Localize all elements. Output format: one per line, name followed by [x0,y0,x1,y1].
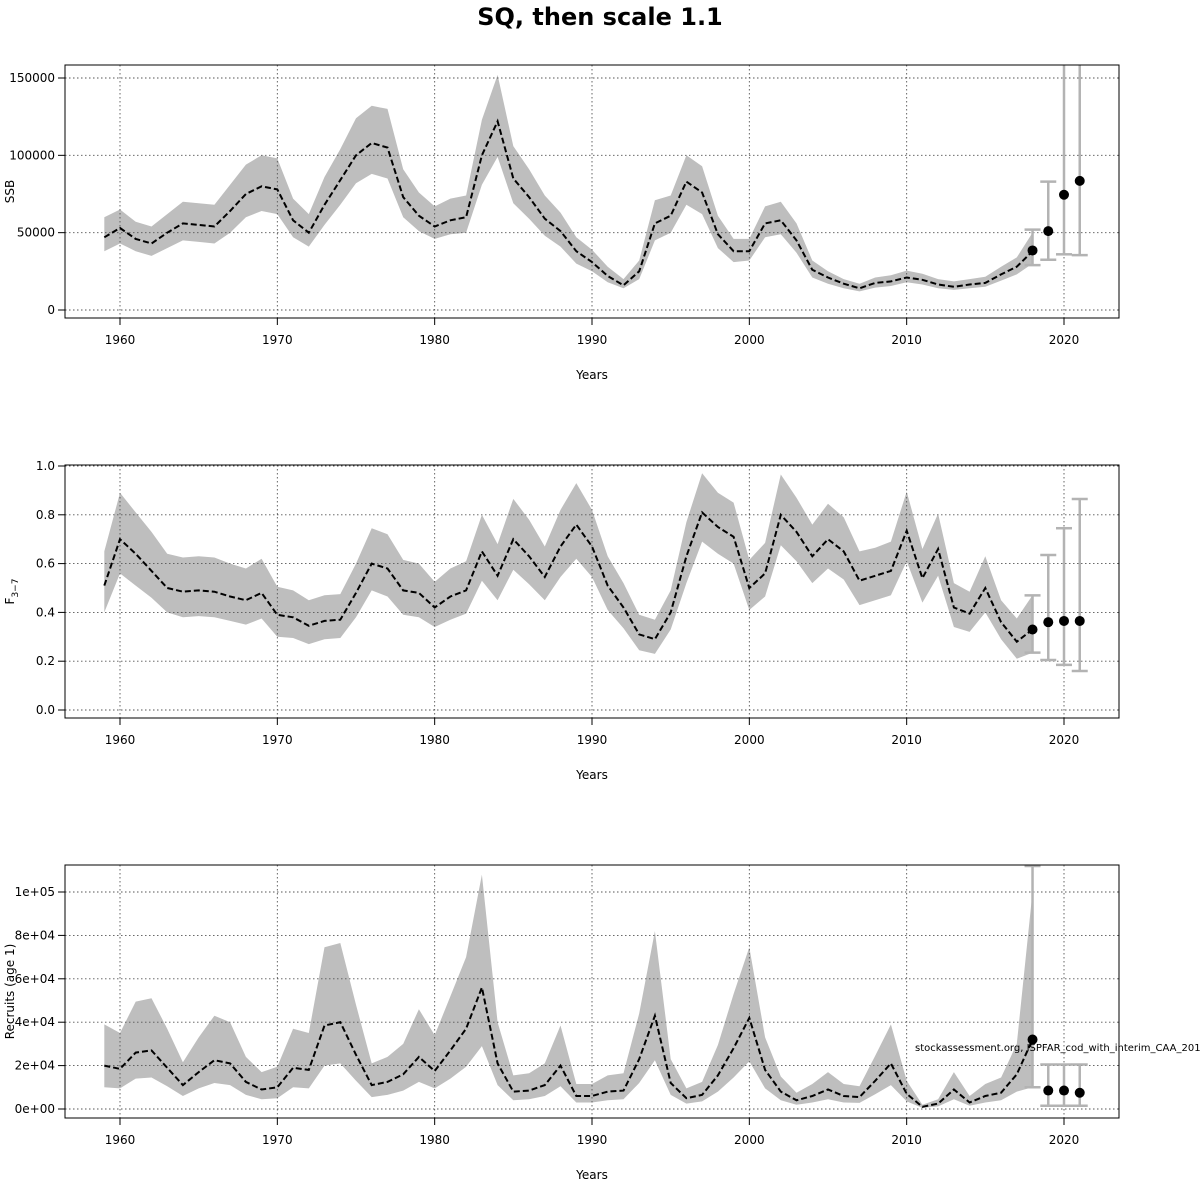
f-x-tick-label-1980: 1980 [419,733,450,747]
recruits-x-tick-label-1990: 1990 [577,1133,608,1147]
f-confidence-band [104,473,1033,659]
ssb-projection-point-2020 [1059,189,1069,200]
recruits-x-tick-label-1980: 1980 [419,1133,450,1147]
ssb-x-tick-label-1970: 1970 [262,333,293,347]
f-y-tick-label-1: 0.2 [36,654,55,668]
recruits-y-tick-label-0: 0e+00 [15,1102,55,1116]
f-projection-point-2021 [1074,615,1085,626]
recruits-y-tick-label-1: 2e+04 [15,1059,55,1073]
recruits-y-tick-label-3: 6e+04 [15,972,55,986]
f-y-tick-label-2: 0.4 [36,605,55,619]
recruits-y-tick-label-4: 8e+04 [15,928,55,942]
recruits-projection-point-2021 [1074,1087,1085,1098]
ssb-x-tick-label-1960: 1960 [105,333,136,347]
recruits-x-tick-label-1970: 1970 [262,1133,293,1147]
ssb-x-tick-label-1990: 1990 [577,333,608,347]
recruits-y-tick-label-5: 1e+05 [15,885,55,899]
f-x-tick-label-1990: 1990 [577,733,608,747]
recruits-y-axis-label: Recruits (age 1) [3,944,17,1040]
recruits-x-tick-label-1960: 1960 [105,1133,136,1147]
recruits-x-axis-label: Years [575,1168,608,1182]
ssb-x-tick-label-1980: 1980 [419,333,450,347]
f-projection-point-2019 [1043,617,1054,628]
f-y-axis-label-subscript: 3−7 [11,579,21,598]
recruits-y-tick-label-2: 4e+04 [15,1015,55,1029]
f-projection-point-2018 [1027,624,1038,635]
f-projection-point-2020 [1059,615,1069,626]
f-estimate-line [103,510,1034,644]
f-x-tick-label-1970: 1970 [262,733,293,747]
recruits-panel: 1960 1970 1980 1990 2000 2010 2020 0e+00 2e+04 4e… [3,864,1120,1182]
ssb-x-tick-label-2020: 2020 [1049,333,1080,347]
f-x-axis-label: Years [575,768,608,782]
ssb-x-tick-label-2010: 2010 [891,333,922,347]
recruits-estimate-line [104,983,1034,1108]
ssb-y-axis-label: SSB [3,180,17,203]
f-x-tick-label-2000: 2000 [734,733,765,747]
f-x-tick-label-1960: 1960 [105,733,136,747]
ssb-y-tick-label-2: 100000 [9,148,55,162]
recruits-projection-point-2019 [1043,1085,1054,1096]
f-panel: 1960 1970 1980 1990 2000 2010 2020 0.0 0.2 0.4 0.6… [3,459,1120,782]
ssb-projection-point-2018 [1027,245,1038,256]
recruits-x-tick-label-2000: 2000 [734,1133,765,1147]
recruits-x-tick-label-2010: 2010 [891,1133,922,1147]
page-title: SQ, then scale 1.1 [477,3,723,31]
f-y-tick-label-3: 0.6 [36,557,55,571]
f-x-tick-label-2020: 2020 [1049,733,1080,747]
f-y-tick-label-0: 0.0 [36,703,55,717]
recruits-confidence-band [104,874,1033,1108]
f-x-tick-label-2010: 2010 [891,733,922,747]
recruits-projection-point-2020 [1059,1085,1069,1096]
ssb-panel: 1960 1970 1980 1990 2000 2010 2020 0 50000 100000… [3,64,1120,382]
watermark-text: stockassessment.org, ISPFAR_cod_with_int… [915,1043,1200,1054]
ssb-y-tick-label-1: 50000 [17,226,55,240]
ssb-estimate-line [103,118,1034,290]
ssb-projection-point-2021 [1074,175,1085,186]
f-y-axis-label: F3−7 [3,579,21,605]
ssb-projection-point-2019 [1043,226,1054,237]
recruits-projection-point-2018 [1027,1034,1038,1045]
ssb-plot-frame [64,64,1120,319]
ssb-x-tick-label-2000: 2000 [734,333,765,347]
ssb-y-tick-label-0: 0 [47,303,55,317]
recruits-x-tick-label-2020: 2020 [1049,1133,1080,1147]
ssb-y-tick-label-3: 150000 [9,71,55,85]
f-y-tick-label-4: 0.8 [36,508,55,522]
ssb-confidence-band [104,74,1033,292]
f-y-tick-label-5: 1.0 [36,459,55,473]
ssb-x-axis-label: Years [575,368,608,382]
